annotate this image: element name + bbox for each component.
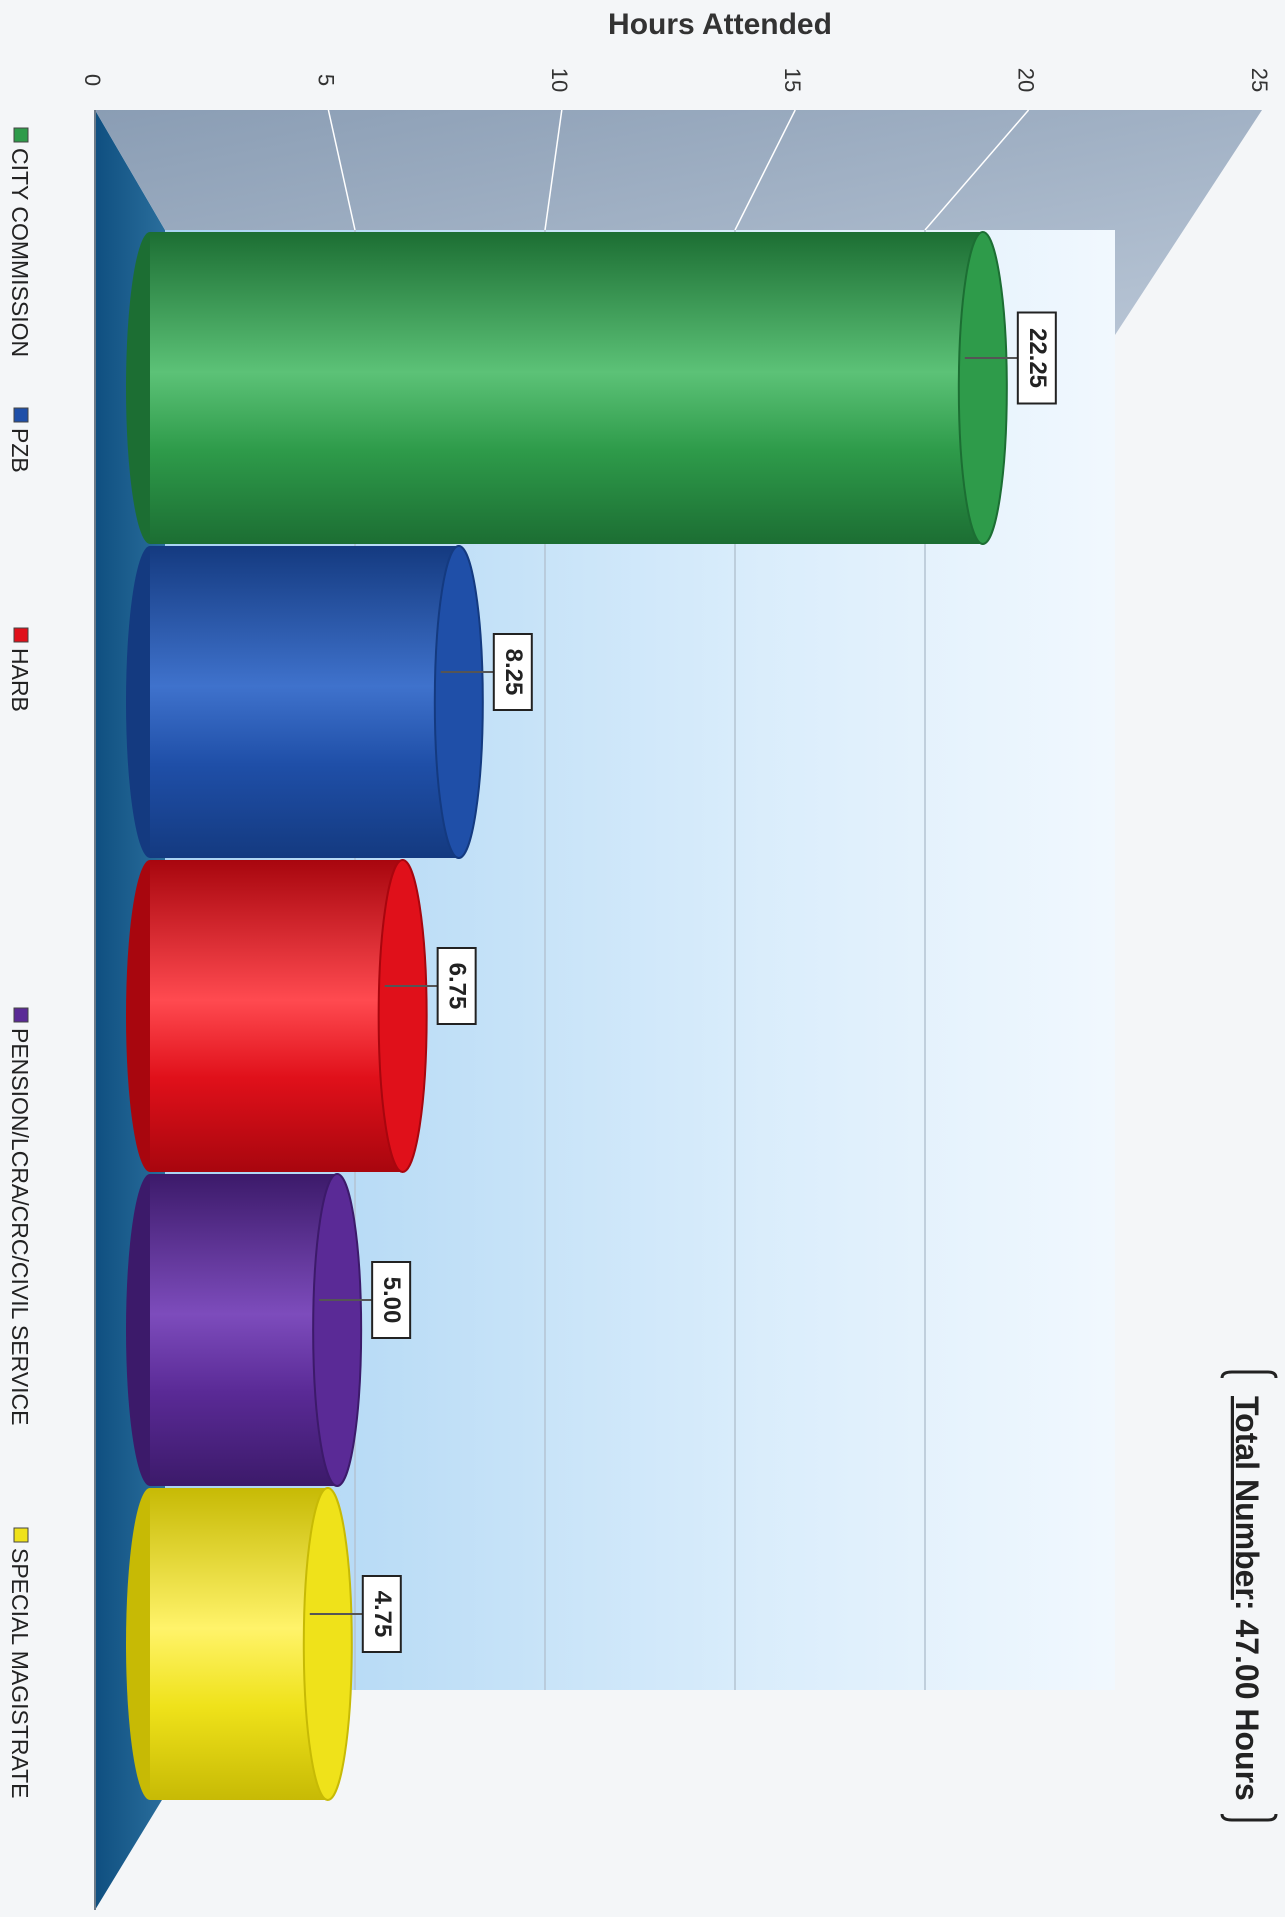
bar-body: [150, 1174, 338, 1486]
total-bracket-top: [1220, 1370, 1278, 1379]
tick-label: 10: [547, 68, 572, 92]
total-label: Total Number: [1229, 1396, 1265, 1600]
legend-swatch: [13, 627, 29, 643]
data-label-box: [1016, 311, 1057, 405]
data-label-3: 6.75: [384, 947, 477, 1025]
legend-swatch: [13, 127, 29, 143]
legend-label: CITY COMMISSION: [7, 148, 33, 357]
legend-label: HARB: [7, 648, 33, 712]
bar-1: [126, 231, 1008, 545]
bar-end-cap: [433, 545, 484, 859]
legend-item-5: SPECIAL MAGISTRATE: [7, 1527, 33, 1799]
legend-label: PENSION/LCRA/CRC/CIVIL SERVICE: [7, 1028, 33, 1426]
bar-4: [126, 1173, 363, 1487]
grid-line-wall: [924, 109, 1030, 231]
tick-label: 0: [80, 74, 105, 86]
value-axis-ticks: 0 5 10 15 20 25: [80, 68, 1272, 92]
legend-label: PZB: [7, 428, 33, 473]
data-label-5: 4.75: [309, 1575, 402, 1653]
grid-line-wall: [544, 109, 563, 231]
bar-end-cap: [377, 859, 428, 1173]
data-label-box: [436, 947, 477, 1025]
tick-label: 5: [313, 74, 338, 86]
legend: CITY COMMISSION PZB HARB PENSION/LCRA/CRC/C…: [7, 127, 33, 1799]
total-annotation: Total Number: 47.00 Hours: [1220, 1370, 1278, 1822]
axis-title: Hours Attended: [608, 8, 832, 41]
total-bracket-bottom: [1220, 1813, 1278, 1822]
tick-label: 15: [780, 68, 805, 92]
total-value: : 47.00 Hours: [1229, 1600, 1265, 1801]
legend-item-4: PENSION/LCRA/CRC/CIVIL SERVICE: [7, 1007, 33, 1426]
bar-body: [150, 546, 459, 858]
data-label-text: 5.00: [378, 1277, 405, 1324]
tick-label: 20: [1014, 68, 1039, 92]
bar-body: [150, 1488, 328, 1800]
total-text: Total Number: 47.00 Hours: [1229, 1396, 1265, 1801]
grid-line-wall: [734, 109, 796, 231]
bar-end-cap: [957, 231, 1008, 545]
data-label-box: [371, 1261, 412, 1339]
data-label-2: 8.25: [440, 633, 533, 711]
data-label-text: 6.75: [444, 963, 471, 1010]
data-labels: 22.25 8.25 6.75 5.00 4.75: [309, 311, 1057, 1653]
bar-end-cap: [302, 1487, 353, 1801]
legend-label: SPECIAL MAGISTRATE: [7, 1548, 33, 1799]
bar-body: [150, 232, 983, 544]
legend-swatch: [13, 1007, 29, 1023]
bar-5: [126, 1487, 353, 1801]
data-label-text: 4.75: [369, 1591, 396, 1638]
data-label-box: [361, 1575, 402, 1653]
legend-item-3: HARB: [7, 627, 33, 712]
bar-3: [126, 859, 428, 1173]
legend-item-2: PZB: [7, 407, 33, 473]
data-label-text: 22.25: [1024, 328, 1051, 388]
legend-item-1: CITY COMMISSION: [7, 127, 33, 357]
bars: [126, 231, 1008, 1801]
data-label-box: [492, 633, 533, 711]
legend-swatch: [13, 1527, 29, 1543]
bar-2: [126, 545, 484, 859]
data-label-4: 5.00: [319, 1261, 412, 1339]
legend-swatch: [13, 407, 29, 423]
data-label-text: 8.25: [500, 649, 527, 696]
tick-label: 25: [1247, 68, 1272, 92]
bar-end-cap: [312, 1173, 363, 1487]
bar-body: [150, 860, 403, 1172]
data-label-1: 22.25: [964, 311, 1057, 405]
grid-line-wall: [327, 109, 356, 231]
